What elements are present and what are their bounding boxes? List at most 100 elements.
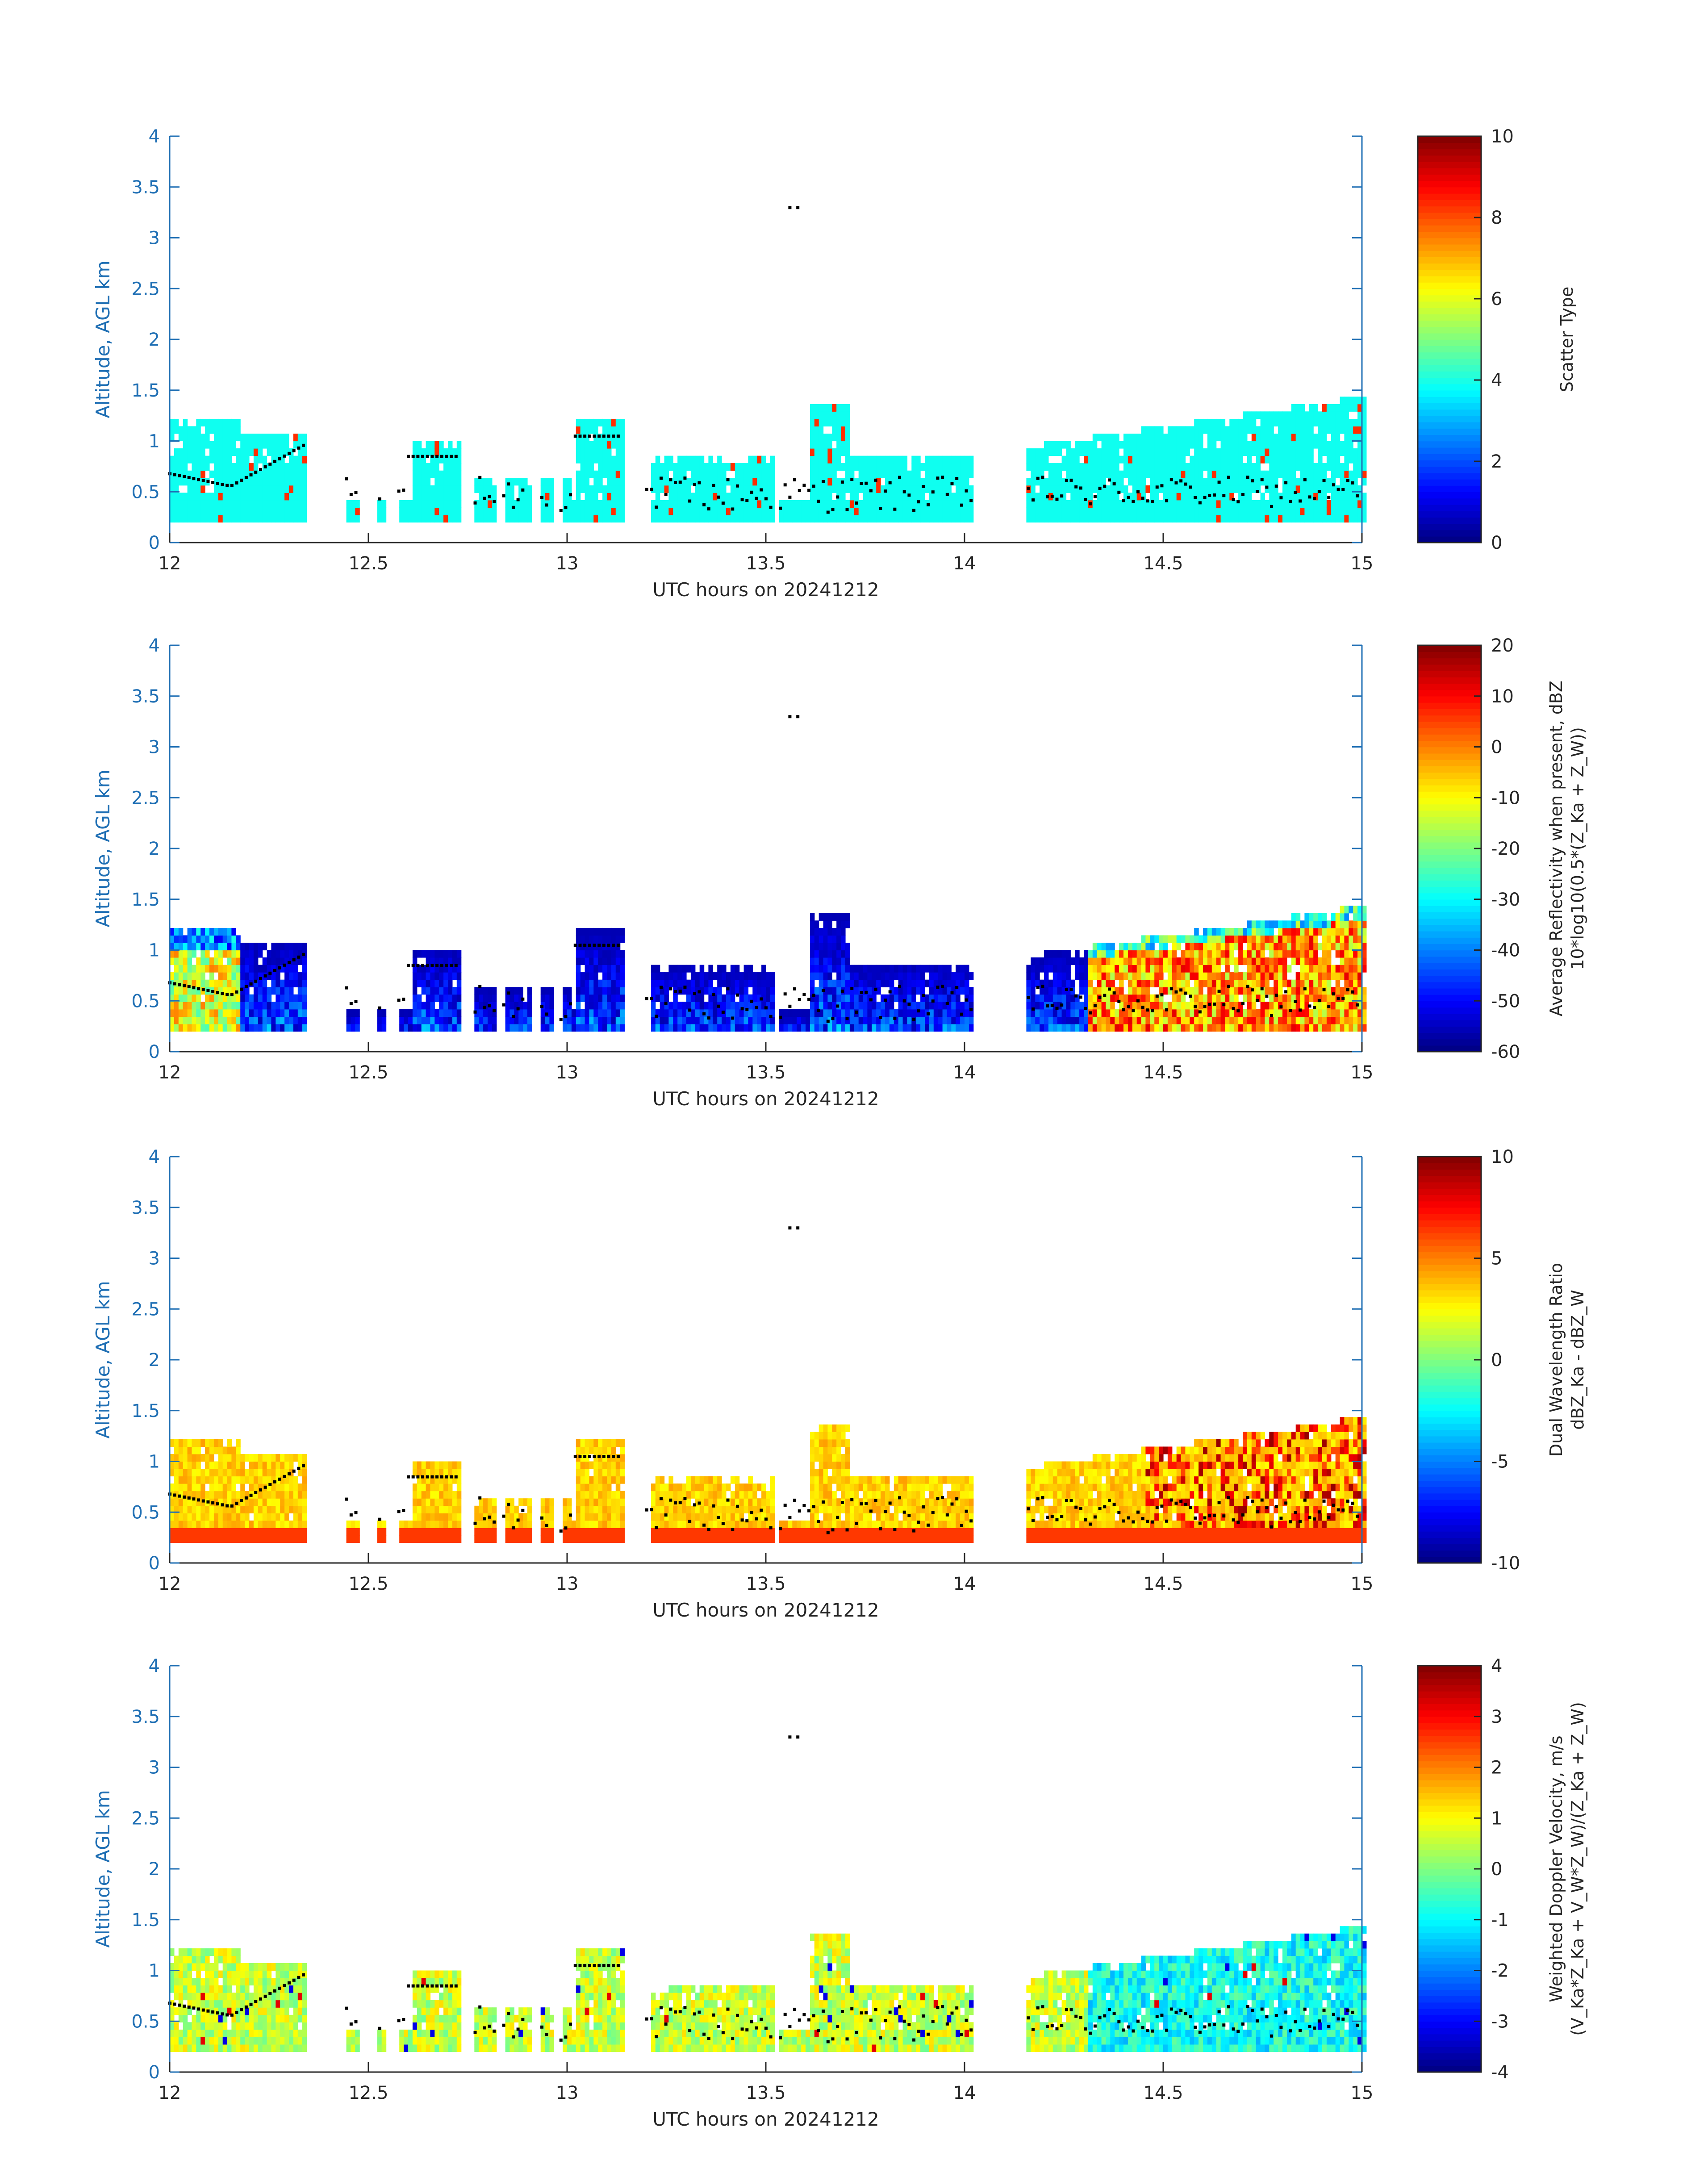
- heatmap-cell: [1211, 935, 1217, 943]
- heatmap-cell: [849, 1002, 855, 1010]
- heatmap-cell: [739, 500, 744, 508]
- heatmap-cell: [810, 928, 815, 936]
- heatmap-cell: [1123, 972, 1128, 980]
- heatmap-cell: [196, 965, 201, 973]
- heatmap-cell: [174, 928, 179, 936]
- heatmap-cell: [289, 500, 294, 508]
- heatmap-cell: [704, 972, 709, 980]
- heatmap-cell: [1154, 485, 1159, 493]
- heatmap-cell: [1194, 979, 1199, 987]
- heatmap-cell: [1092, 950, 1098, 958]
- heatmap-cell: [1026, 500, 1031, 508]
- heatmap-cell: [267, 507, 272, 515]
- heatmap-cell: [488, 1016, 493, 1024]
- heatmap-cell: [245, 470, 250, 478]
- heatmap-cell: [227, 987, 232, 995]
- heatmap-cell: [1362, 493, 1367, 501]
- heatmap-cell: [240, 500, 245, 508]
- heatmap-cell: [827, 1016, 832, 1024]
- heatmap-cell: [284, 965, 289, 973]
- heatmap-cell: [806, 500, 810, 508]
- heatmap-cell: [1070, 1002, 1075, 1010]
- heatmap-cell: [443, 979, 448, 987]
- heatmap-cell: [523, 493, 528, 501]
- heatmap-cell: [1203, 972, 1208, 980]
- y-axis-label: Altitude, AGL km: [92, 260, 114, 418]
- heatmap-cell: [580, 507, 585, 515]
- heatmap-cell: [293, 957, 298, 965]
- heatmap-cell: [1128, 441, 1133, 449]
- heatmap-cell: [1132, 441, 1137, 449]
- heatmap-cell: [827, 972, 832, 980]
- heatmap-cell: [1136, 493, 1142, 501]
- heatmap-cell: [1331, 441, 1336, 449]
- heatmap-cell: [1304, 994, 1309, 1002]
- heatmap-cell: [1057, 463, 1062, 471]
- heatmap-cell: [1353, 448, 1358, 456]
- heatmap-cell: [1190, 478, 1194, 486]
- heatmap-cell: [245, 463, 250, 471]
- heatmap-cell: [1326, 418, 1332, 426]
- heatmap-cell: [1145, 987, 1150, 995]
- heatmap-cell: [1331, 463, 1336, 471]
- heatmap-cell: [1216, 1016, 1221, 1024]
- heatmap-cell: [174, 485, 179, 493]
- x-tick-label: 13: [556, 553, 579, 574]
- heatmap-cell: [227, 441, 232, 449]
- heatmap-cell: [1335, 1016, 1341, 1024]
- heatmap-cell: [1123, 994, 1128, 1002]
- heatmap-cell: [1163, 965, 1168, 973]
- heatmap-cell: [1181, 994, 1186, 1002]
- heatmap-cell: [1061, 965, 1067, 973]
- heatmap-cell: [227, 965, 232, 973]
- heatmap-cell: [823, 455, 828, 464]
- heatmap-cell: [1106, 463, 1111, 471]
- heatmap-cell: [1128, 1009, 1133, 1017]
- heatmap-cell: [222, 478, 228, 486]
- heatmap-cell: [832, 485, 837, 493]
- heatmap-cell: [412, 994, 418, 1002]
- heatmap-cell: [1309, 485, 1314, 493]
- heatmap-cell: [426, 994, 431, 1002]
- heatmap-cell: [589, 470, 594, 478]
- heatmap-cell: [1106, 441, 1111, 449]
- heatmap-cell: [730, 507, 735, 515]
- marker-point: [435, 455, 439, 458]
- heatmap-cell: [302, 1009, 307, 1017]
- heatmap-cell: [717, 470, 722, 478]
- heatmap-cell: [947, 478, 952, 486]
- heatmap-cell: [1106, 994, 1111, 1002]
- colorbar-segment: [1418, 257, 1481, 264]
- heatmap-cell: [280, 507, 285, 515]
- heatmap-cell: [448, 965, 453, 973]
- heatmap-cell: [1159, 943, 1164, 951]
- heatmap-cell: [960, 478, 965, 486]
- marker-point: [955, 476, 959, 480]
- heatmap-cell: [1322, 913, 1327, 921]
- heatmap-cell: [1229, 987, 1234, 995]
- heatmap-cell: [408, 500, 413, 508]
- heatmap-cell: [170, 500, 175, 508]
- heatmap-cell: [302, 507, 307, 515]
- heatmap-cell: [448, 515, 453, 523]
- heatmap-cell: [271, 1009, 276, 1017]
- heatmap-cell: [430, 463, 435, 471]
- heatmap-cell: [589, 979, 594, 987]
- heatmap-cell: [1295, 411, 1301, 419]
- heatmap-cell: [1044, 441, 1049, 449]
- heatmap-cell: [854, 972, 859, 980]
- heatmap-cell: [743, 470, 749, 478]
- heatmap-cell: [1088, 441, 1093, 449]
- heatmap-cell: [916, 979, 921, 987]
- heatmap-cell: [1269, 920, 1274, 928]
- heatmap-cell: [876, 965, 881, 973]
- heatmap-cell: [965, 1002, 969, 1010]
- heatmap-cell: [1141, 463, 1146, 471]
- heatmap-cell: [271, 485, 276, 493]
- heatmap-cell: [823, 1016, 828, 1024]
- heatmap-cell: [170, 426, 175, 434]
- heatmap-cell: [1040, 507, 1044, 515]
- heatmap-cell: [1340, 1016, 1345, 1024]
- heatmap-cell: [209, 1009, 214, 1017]
- heatmap-cell: [174, 1009, 179, 1017]
